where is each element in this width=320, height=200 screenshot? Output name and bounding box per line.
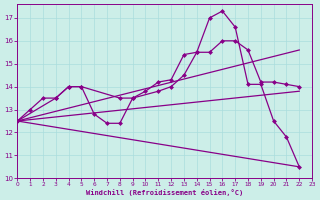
X-axis label: Windchill (Refroidissement éolien,°C): Windchill (Refroidissement éolien,°C): [86, 189, 243, 196]
